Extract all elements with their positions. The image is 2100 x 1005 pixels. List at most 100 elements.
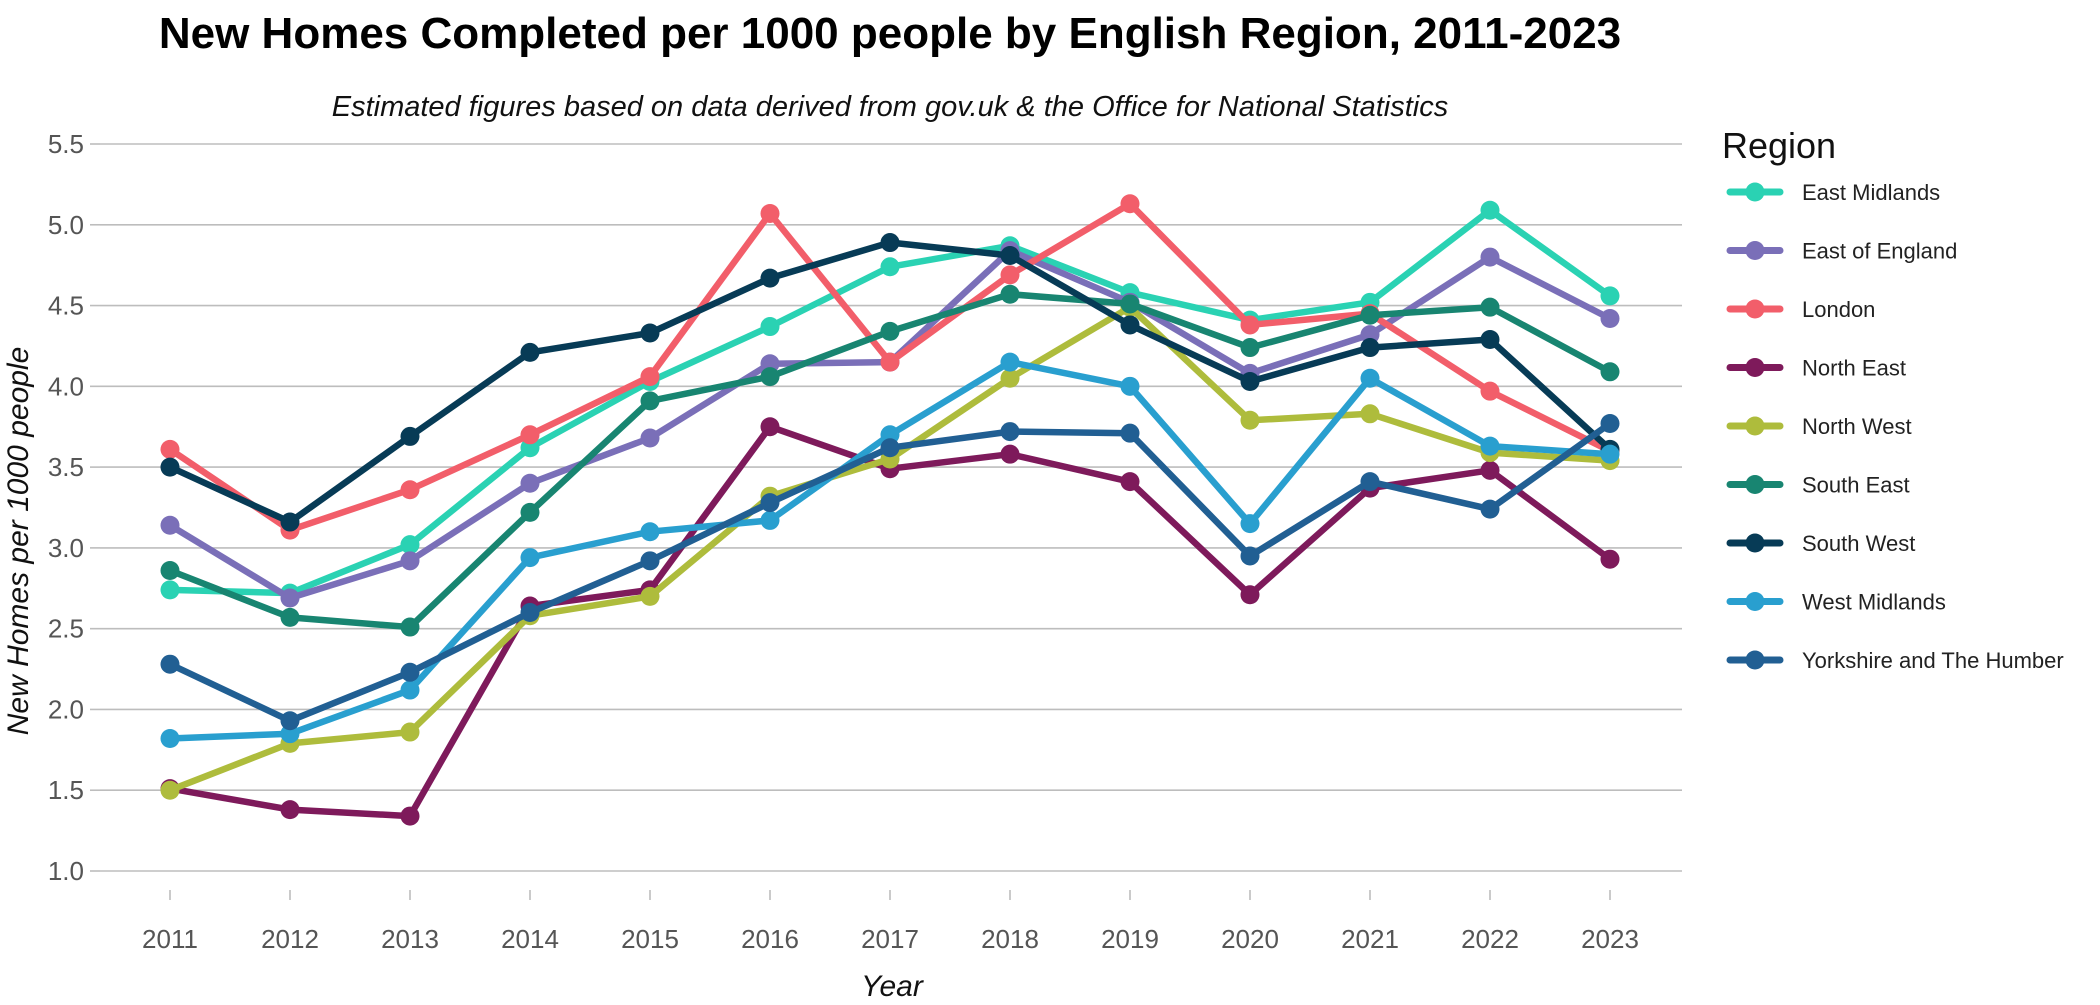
series-north-west [160,297,1620,800]
data-point-south-east [400,617,420,637]
x-axis-title: Year [861,970,924,1000]
data-point-south-east [280,607,300,627]
legend-item-south-west: South West [1726,531,1915,556]
legend-swatch-marker [1745,299,1765,319]
legend-label: Yorkshire and The Humber [1802,648,2064,673]
data-point-south-east [1000,284,1020,304]
data-point-yorkshire-and-the-humber [1480,499,1500,519]
legend-label: East Midlands [1802,180,1940,205]
data-point-yorkshire-and-the-humber [520,603,540,623]
data-point-south-east [760,367,780,387]
data-point-north-east [1000,444,1020,464]
y-tick-label: 5.0 [48,210,84,240]
data-point-yorkshire-and-the-humber [280,711,300,731]
data-point-south-west [520,342,540,362]
data-point-london [640,367,660,387]
legend-swatch-marker [1745,533,1765,553]
legend-label: East of England [1802,239,1957,264]
data-point-south-west [880,233,900,253]
legend-item-south-east: South East [1726,473,1910,498]
data-point-north-east [1480,460,1500,480]
data-point-west-midlands [760,510,780,530]
legend-title: Region [1722,125,1836,166]
data-point-west-midlands [1480,436,1500,456]
data-point-west-midlands [520,548,540,568]
legend-item-east-of-england: East of England [1726,239,1957,264]
legend-label: North West [1802,414,1912,439]
data-point-north-west [1000,368,1020,388]
data-point-south-west [1480,329,1500,349]
y-axis-title: New Homes per 1000 people [2,347,35,736]
y-tick-label: 3.0 [48,533,84,563]
legend-item-london: London [1726,297,1875,322]
x-tick-label: 2011 [142,924,198,954]
data-point-south-west [640,323,660,343]
y-tick-label: 1.0 [48,856,84,886]
data-point-east-midlands [760,317,780,337]
series-west-midlands [160,352,1620,749]
legend-swatch-marker [1745,650,1765,670]
data-point-north-east [1240,585,1260,605]
data-point-london [880,352,900,372]
legend-swatch-marker [1745,358,1765,377]
data-point-yorkshire-and-the-humber [880,438,900,458]
data-point-east-midlands [1480,200,1500,220]
data-point-west-midlands [1360,368,1380,388]
data-point-west-midlands [1240,514,1260,534]
data-point-east-midlands [1600,286,1620,306]
legend-item-yorkshire-and-the-humber: Yorkshire and The Humber [1726,648,2064,673]
data-point-yorkshire-and-the-humber [1360,472,1380,492]
x-tick-label: 2018 [981,924,1039,954]
series-east-midlands [160,200,1620,603]
x-tick-label: 2016 [741,924,799,954]
series-group [160,194,1620,826]
x-tick-label: 2017 [861,924,919,954]
data-point-south-west [280,512,300,532]
x-tick-label: 2022 [1461,924,1519,954]
y-tick-label: 5.5 [48,129,84,159]
legend-swatch-marker [1745,182,1765,202]
data-point-east-of-england [280,588,300,608]
data-point-north-west [1360,404,1380,424]
data-point-east-of-england [400,551,420,571]
legend-label: North East [1802,356,1906,381]
data-point-north-west [1240,410,1260,430]
data-point-london [1000,265,1020,285]
data-point-london [400,480,420,500]
data-point-east-midlands [400,535,420,555]
data-point-south-east [640,391,660,411]
data-point-london [1120,194,1140,214]
data-point-yorkshire-and-the-humber [1120,423,1140,443]
legend-label: South West [1802,531,1915,556]
y-tick-label: 2.0 [48,694,84,724]
legend-swatch-marker [1745,475,1765,494]
gridlines [100,143,1682,872]
data-point-south-east [1360,305,1380,325]
data-point-east-of-england [520,473,540,493]
data-point-yorkshire-and-the-humber [160,654,180,674]
legend-label: London [1802,297,1875,322]
legend-item-north-west: North West [1726,414,1912,439]
series-south-east [160,284,1620,637]
data-point-south-west [160,457,180,477]
data-point-south-east [1480,297,1500,317]
legend-item-east-midlands: East Midlands [1726,180,1940,205]
data-point-east-midlands [160,580,180,600]
x-tick-label: 2012 [261,924,319,954]
data-point-london [520,425,540,445]
legend-label: West Midlands [1802,590,1946,615]
data-point-east-midlands [880,257,900,277]
y-tick-label: 3.5 [48,452,84,482]
y-tick-label: 1.5 [48,775,84,805]
data-point-north-east [400,806,420,826]
data-point-south-west [1360,338,1380,358]
data-point-east-of-england [160,515,180,535]
data-point-east-of-england [1600,308,1620,328]
data-point-north-east [1120,472,1140,492]
series-line-north-west [166,303,1614,794]
x-tick-label: 2019 [1101,924,1159,954]
data-point-east-of-england [640,428,660,448]
data-point-yorkshire-and-the-humber [1600,413,1620,433]
legend-label: South East [1802,473,1910,498]
